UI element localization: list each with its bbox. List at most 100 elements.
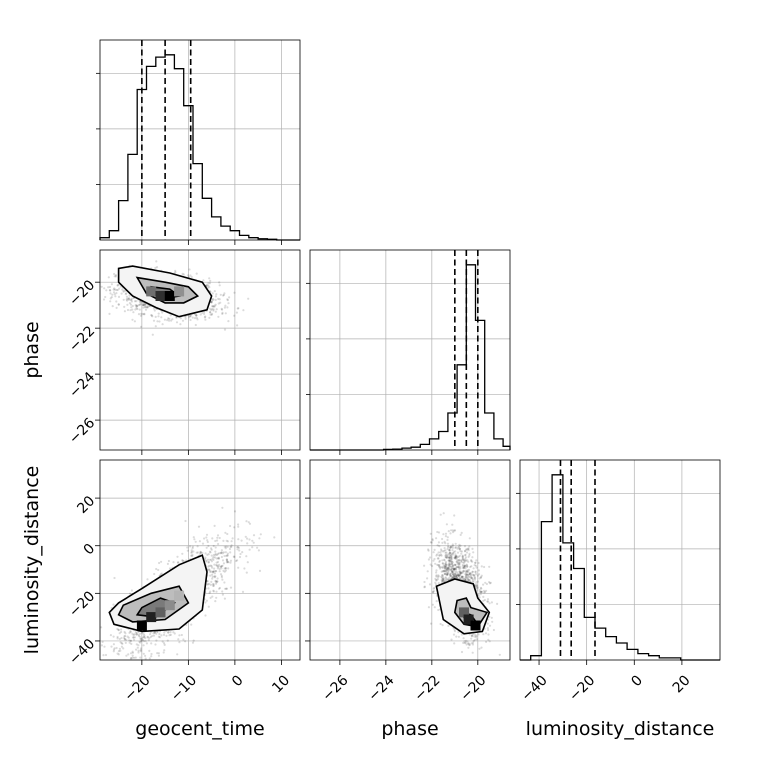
scatter-point	[453, 574, 456, 578]
scatter-point	[174, 269, 177, 272]
scatter-point	[216, 560, 220, 564]
scatter-point	[209, 570, 212, 574]
scatter-point	[478, 573, 481, 576]
scatter-point	[222, 551, 225, 554]
scatter-point	[245, 555, 248, 558]
scatter-point	[441, 579, 444, 582]
scatter-point	[126, 297, 129, 300]
scatter-point	[447, 562, 451, 565]
scatter-point	[470, 572, 473, 575]
scatter-point	[454, 546, 457, 550]
scatter-point	[451, 577, 454, 580]
scatter-point	[467, 573, 470, 577]
scatter-point	[450, 562, 454, 565]
scatter-point	[461, 570, 464, 573]
scatter-point	[144, 306, 147, 309]
scatter-point	[450, 553, 453, 557]
scatter-point	[113, 576, 116, 580]
scatter-point	[141, 636, 144, 639]
scatter-point	[148, 305, 151, 308]
scatter-point	[216, 567, 219, 570]
scatter-point	[473, 574, 476, 577]
scatter-point	[452, 568, 455, 572]
scatter-point	[473, 564, 476, 567]
scatter-point	[463, 566, 466, 569]
scatter-point	[120, 642, 123, 645]
scatter-point	[452, 576, 455, 580]
scatter-point	[212, 590, 215, 593]
scatter-point	[451, 563, 454, 566]
scatter-point	[143, 302, 146, 306]
scatter-point	[440, 579, 443, 582]
scatter-point	[213, 570, 216, 573]
scatter-point	[124, 632, 127, 635]
tick-label-y-phase-2: −22	[66, 323, 98, 355]
scatter-point	[100, 644, 103, 647]
scatter-point	[463, 564, 467, 567]
scatter-point	[139, 649, 142, 652]
scatter-point	[173, 632, 176, 635]
scatter-point	[448, 574, 452, 578]
scatter-point	[430, 541, 433, 544]
scatter-point	[473, 576, 476, 579]
scatter-point	[461, 565, 465, 568]
scatter-point	[132, 636, 135, 639]
scatter-point	[129, 639, 133, 642]
scatter-point	[146, 636, 149, 639]
scatter-point	[458, 570, 461, 573]
scatter-point	[125, 638, 128, 642]
scatter-point	[109, 292, 112, 295]
scatter-point	[467, 642, 470, 645]
scatter-point	[146, 305, 149, 308]
scatter-point	[114, 275, 117, 278]
scatter-point	[142, 652, 145, 655]
scatter-point	[213, 575, 216, 578]
scatter-point	[117, 303, 120, 306]
scatter-point	[464, 575, 468, 578]
scatter-point	[434, 583, 438, 586]
scatter-point	[449, 546, 452, 549]
scatter-point	[211, 583, 214, 586]
scatter-point	[450, 555, 453, 559]
scatter-point	[467, 579, 470, 583]
scatter-point	[197, 525, 201, 528]
scatter-point	[157, 654, 160, 657]
scatter-point	[450, 568, 453, 571]
scatter-point	[441, 580, 444, 583]
scatter-point	[443, 547, 446, 550]
tick-label-y-luminosity-distance-1: −20	[66, 588, 98, 620]
scatter-point	[484, 581, 487, 584]
scatter-point	[472, 551, 475, 554]
scatter-point	[451, 570, 454, 573]
tick-label-x-geocent-time-2: 0	[229, 672, 247, 690]
histogram-geocent-time	[99, 54, 300, 241]
scatter-point	[199, 551, 202, 554]
scatter-point	[223, 567, 226, 570]
scatter-point	[479, 576, 483, 579]
scatter-point	[456, 573, 459, 576]
scatter-point	[458, 547, 462, 551]
scatter-point	[118, 287, 121, 290]
scatter-point	[215, 561, 218, 564]
scatter-point	[462, 567, 465, 570]
scatter-point	[477, 569, 480, 572]
scatter-point	[150, 314, 153, 317]
scatter-point	[218, 567, 221, 571]
scatter-point	[465, 559, 468, 562]
scatter-point	[168, 634, 171, 637]
scatter-point	[233, 555, 236, 559]
scatter-point	[456, 572, 459, 575]
scatter-point	[457, 631, 460, 634]
scatter-point	[446, 572, 449, 575]
scatter-point	[455, 556, 458, 560]
scatter-point	[181, 552, 184, 555]
scatter-point	[216, 580, 219, 583]
tick-label-x-geocent-time-0: −20	[121, 672, 153, 704]
scatter-point	[452, 568, 456, 571]
scatter-point	[210, 554, 213, 557]
scatter-point	[445, 566, 448, 569]
density-cell-1	[146, 612, 157, 623]
scatter-point	[111, 305, 114, 308]
scatter-point	[113, 293, 116, 296]
scatter-point	[451, 575, 455, 579]
